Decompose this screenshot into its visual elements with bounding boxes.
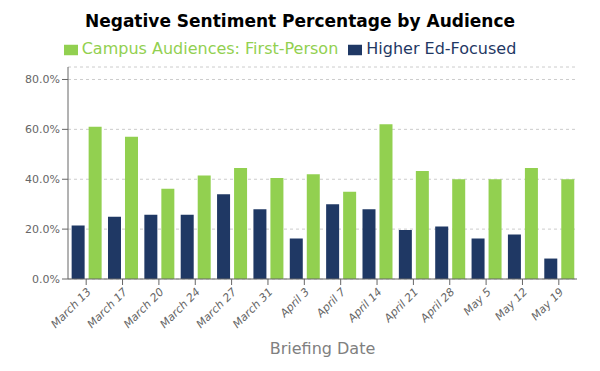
svg-text:April 21: April 21 (381, 285, 421, 325)
svg-text:March 24: March 24 (157, 285, 203, 331)
svg-text:May 12: May 12 (492, 285, 530, 323)
svg-text:April 7: April 7 (313, 285, 348, 320)
svg-text:March 20: March 20 (121, 285, 167, 331)
svg-text:March 27: March 27 (193, 285, 240, 331)
svg-text:0.0%: 0.0% (32, 273, 60, 286)
svg-text:April 3: April 3 (277, 285, 312, 320)
html-text:Higher Ed-Focused: Higher Ed-Focused (366, 39, 517, 58)
svg-text:Briefing Date: Briefing Date (270, 339, 376, 358)
svg-text:March 31: March 31 (230, 285, 275, 330)
html-text:Campus Audiences: First-Person: Campus Audiences: First-Person (81, 39, 339, 58)
svg-text:20.0%: 20.0% (25, 223, 60, 236)
svg-text:80.0%: 80.0% (25, 73, 60, 86)
svg-text:May 19: May 19 (529, 285, 567, 323)
svg-text:April 28: April 28 (417, 285, 457, 325)
svg-text:April 14: April 14 (345, 285, 385, 325)
svg-text:60.0%: 60.0% (25, 123, 60, 136)
svg-text:May 5: May 5 (461, 285, 494, 318)
svg-text:March 13: March 13 (48, 285, 94, 331)
html-text:Negative Sentiment Percentage: Negative Sentiment Percentage by Audienc… (85, 11, 515, 31)
svg-text:March 17: March 17 (84, 285, 131, 331)
svg-text:40.0%: 40.0% (25, 173, 60, 186)
